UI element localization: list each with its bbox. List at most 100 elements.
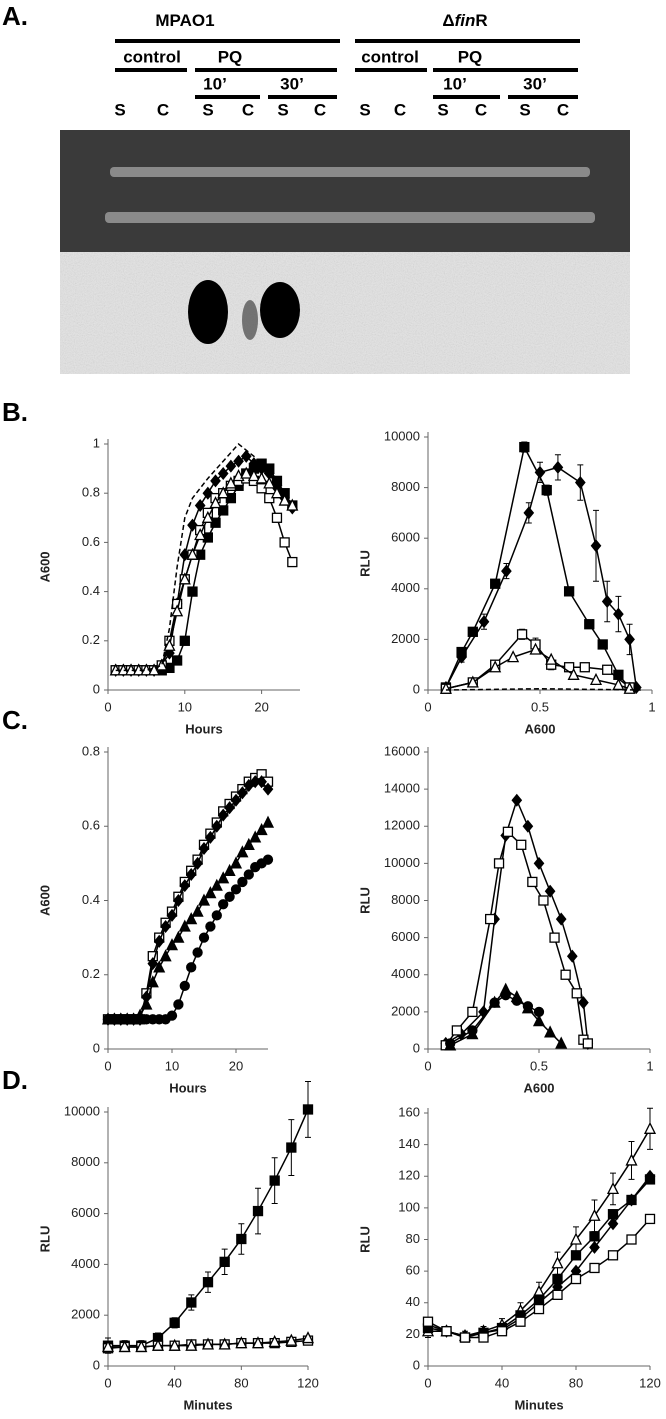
- marker: [236, 845, 249, 858]
- lane-label: C: [157, 100, 169, 119]
- marker: [159, 949, 172, 962]
- marker: [179, 635, 190, 646]
- marker: [271, 512, 283, 523]
- marker: [584, 619, 595, 630]
- marker: [202, 1277, 214, 1288]
- lane-label: S: [519, 100, 530, 119]
- lane-label: S: [202, 100, 213, 119]
- marker: [569, 1232, 583, 1245]
- marker: [225, 459, 237, 473]
- marker: [186, 962, 197, 973]
- y-tick-label: 4000: [391, 966, 420, 981]
- marker: [624, 632, 635, 646]
- marker: [173, 999, 184, 1010]
- marker: [268, 1334, 281, 1348]
- y-tick-label: 40: [406, 1294, 420, 1309]
- x-tick-label: 1: [648, 699, 655, 714]
- rrna-bands: [105, 167, 595, 223]
- marker: [571, 988, 582, 999]
- marker: [146, 975, 159, 988]
- marker: [589, 672, 603, 686]
- series-line: [427, 1218, 651, 1339]
- marker: [186, 1297, 197, 1308]
- marker: [155, 658, 168, 671]
- y-tick-label: 10000: [384, 428, 420, 443]
- marker: [229, 856, 243, 869]
- marker: [602, 664, 613, 675]
- marker: [485, 913, 496, 925]
- marker: [243, 869, 254, 880]
- marker: [493, 858, 505, 869]
- gel-panel: A. MPAO1 ΔfinR control PQ 10’ 30’ contro…: [2, 1, 630, 374]
- marker: [217, 808, 229, 822]
- y-tick-label: 0: [413, 1040, 420, 1055]
- marker: [171, 604, 184, 617]
- y-tick-label: 160: [398, 1104, 420, 1119]
- marker: [551, 1256, 564, 1269]
- marker: [597, 639, 608, 650]
- marker: [186, 547, 199, 560]
- marker: [579, 662, 590, 673]
- marker: [563, 586, 575, 597]
- marker: [151, 1338, 165, 1351]
- y-tick-label: 8000: [391, 892, 420, 907]
- marker: [549, 932, 560, 943]
- group-label: 10’: [443, 74, 467, 93]
- marker: [270, 486, 284, 499]
- marker: [191, 904, 204, 917]
- y-tick-label: 100: [398, 1199, 420, 1214]
- marker: [211, 819, 223, 833]
- marker: [217, 466, 229, 481]
- marker: [601, 594, 613, 608]
- marker: [566, 949, 578, 963]
- y-tick-label: 10000: [384, 855, 420, 870]
- marker: [169, 1317, 180, 1328]
- x-tick-label: 0: [104, 699, 111, 714]
- marker: [489, 997, 500, 1008]
- marker: [511, 995, 522, 1006]
- y-axis-label: A600: [37, 885, 52, 916]
- marker: [262, 782, 274, 796]
- y-tick-label: 0.6: [82, 818, 100, 833]
- marker: [219, 1256, 230, 1268]
- marker: [224, 476, 237, 489]
- series-line: [108, 1109, 309, 1347]
- marker: [533, 1303, 545, 1315]
- marker: [544, 1025, 557, 1038]
- x-tick-label: 1: [646, 1058, 653, 1073]
- band: [110, 167, 590, 177]
- group-label: 30’: [523, 74, 547, 93]
- marker: [185, 912, 198, 925]
- marker: [173, 893, 184, 908]
- y-tick-label: 6000: [71, 1205, 100, 1220]
- marker: [147, 957, 159, 971]
- marker: [301, 1331, 315, 1344]
- lane-label: C: [394, 100, 406, 119]
- y-axis-label: RLU: [37, 1226, 52, 1253]
- panel-label: C.: [2, 705, 28, 735]
- marker: [262, 854, 274, 865]
- marker: [552, 460, 564, 474]
- marker: [555, 1036, 568, 1049]
- marker: [235, 1336, 248, 1349]
- x-tick-label: 40: [495, 1375, 509, 1390]
- marker: [172, 930, 185, 943]
- x-tick-label: 10: [165, 1058, 179, 1073]
- y-tick-label: 0: [93, 1040, 100, 1055]
- marker: [501, 564, 512, 578]
- marker: [210, 474, 221, 488]
- marker: [560, 969, 571, 980]
- marker: [523, 506, 535, 520]
- marker: [192, 856, 203, 870]
- y-tick-label: 0.2: [82, 632, 100, 647]
- marker: [582, 1038, 593, 1049]
- series-line: [445, 687, 641, 691]
- group-label: control: [123, 47, 181, 66]
- marker: [439, 681, 452, 694]
- lane-label: C: [314, 100, 326, 119]
- marker: [478, 1332, 489, 1343]
- x-tick-label: 120: [297, 1375, 319, 1390]
- y-tick-label: 20: [406, 1326, 420, 1341]
- marker: [534, 465, 546, 479]
- marker: [533, 1006, 545, 1018]
